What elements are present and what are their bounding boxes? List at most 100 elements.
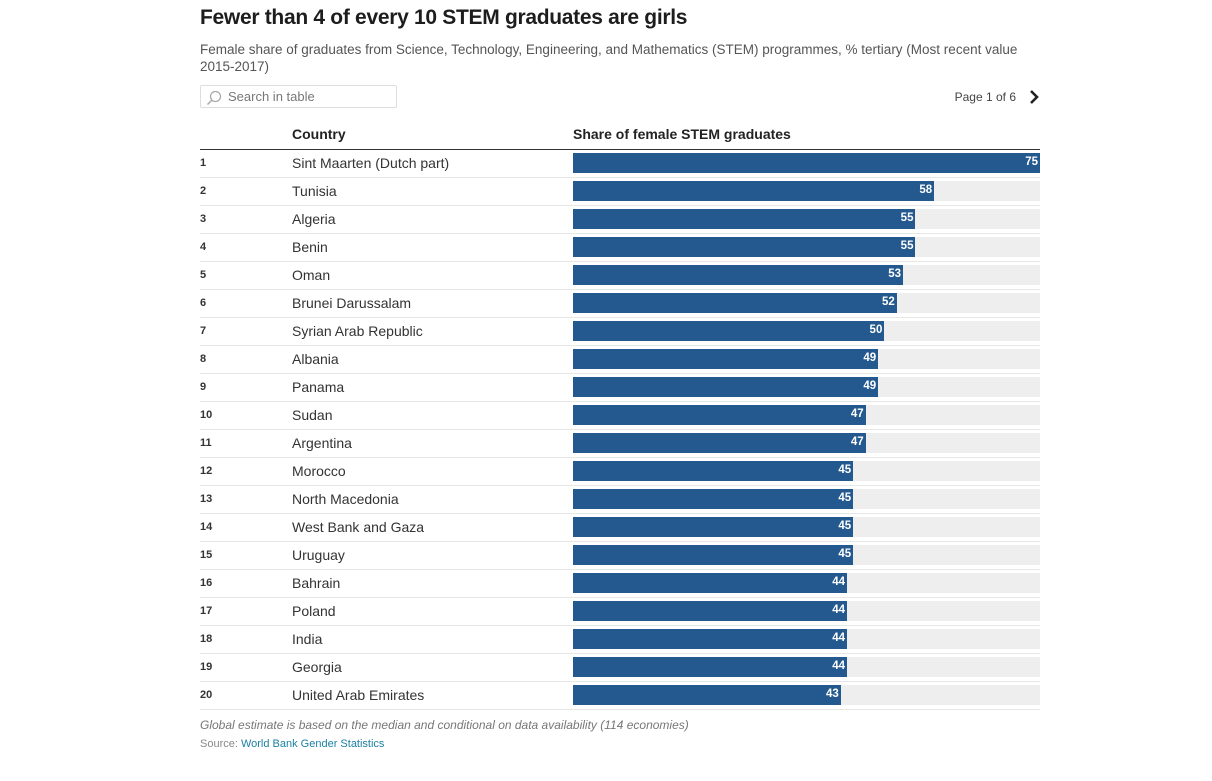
chart-subtitle: Female share of graduates from Science, …: [200, 42, 1018, 74]
bar-track: 55: [573, 209, 1040, 229]
bar-value-label: 44: [832, 632, 845, 644]
bar: [573, 181, 935, 201]
rank-cell: 17: [200, 605, 213, 617]
table-row: 12 Morocco 45: [200, 458, 1040, 486]
table-row: 4 Benin 55: [200, 234, 1040, 262]
bar: [573, 629, 847, 649]
rank-cell: 9: [200, 381, 207, 393]
bar: [573, 685, 841, 705]
table-row: 17 Poland 44: [200, 598, 1040, 626]
bar-value-label: 47: [850, 436, 864, 448]
bar-track: 53: [573, 265, 1040, 285]
table-row: 20 United Arab Emirates 43: [200, 682, 1040, 710]
rank-cell: 1: [200, 157, 207, 169]
bar: [573, 349, 879, 369]
table-row: 19 Georgia 44: [200, 654, 1040, 682]
bar-track: 52: [573, 293, 1040, 313]
bar-track: 45: [573, 545, 1040, 565]
bar-track: 49: [573, 377, 1040, 397]
search-input[interactable]: [226, 88, 395, 105]
table-row: 8 Albania 49: [200, 346, 1040, 374]
country-cell: Bahrain: [292, 575, 341, 591]
bar-value-label: 55: [900, 240, 914, 252]
country-cell: Brunei Darussalam: [292, 295, 412, 311]
bar-track: 47: [573, 433, 1040, 453]
rank-cell: 19: [200, 661, 213, 673]
bar-value-label: 49: [863, 352, 877, 364]
bar-value-label: 53: [888, 268, 902, 280]
table-row: 9 Panama 49: [200, 374, 1040, 402]
bar-value-label: 55: [900, 212, 914, 224]
bar: [573, 433, 866, 453]
source-line: Source: World Bank Gender Statistics: [200, 738, 384, 750]
bar-track: 58: [573, 181, 1040, 201]
footnote: Global estimate is based on the median a…: [200, 718, 689, 732]
bar-value-label: 44: [832, 576, 845, 588]
bar-track: 44: [573, 629, 1040, 649]
rank-cell: 13: [200, 493, 213, 505]
bar-value-label: 45: [838, 548, 852, 560]
rank-cell: 2: [200, 185, 207, 197]
country-cell: Sint Maarten (Dutch part): [292, 155, 450, 171]
bar-track: 49: [573, 349, 1040, 369]
chevron-right-icon[interactable]: [1028, 89, 1040, 105]
rank-cell: 8: [200, 353, 207, 365]
table-row: 13 North Macedonia 45: [200, 486, 1040, 514]
country-cell: Argentina: [292, 435, 352, 451]
bar: [573, 545, 854, 565]
country-cell: Panama: [292, 379, 345, 395]
rank-cell: 3: [200, 213, 207, 225]
chart-title: Fewer than 4 of every 10 STEM graduates …: [200, 6, 688, 29]
bar-track: 45: [573, 489, 1040, 509]
country-cell: Sudan: [292, 407, 333, 423]
column-header-country[interactable]: Country: [292, 126, 346, 142]
bar-track: 45: [573, 461, 1040, 481]
rank-cell: 6: [200, 297, 207, 309]
country-cell: India: [292, 631, 323, 647]
rank-cell: 16: [200, 577, 213, 589]
bar: [573, 293, 897, 313]
country-cell: Poland: [292, 603, 336, 619]
country-cell: Uruguay: [292, 547, 345, 563]
country-cell: United Arab Emirates: [292, 687, 425, 703]
bar-track: 45: [573, 517, 1040, 537]
table-row: 7 Syrian Arab Republic 50: [200, 318, 1040, 346]
bar-track: 55: [573, 237, 1040, 257]
bar: [573, 489, 854, 509]
country-cell: Algeria: [292, 211, 336, 227]
country-cell: West Bank and Gaza: [292, 519, 425, 535]
rank-cell: 18: [200, 633, 213, 645]
table-row: 15 Uruguay 45: [200, 542, 1040, 570]
bar: [573, 517, 854, 537]
bar-value-label: 44: [832, 604, 845, 616]
table-row: 3 Algeria 55: [200, 206, 1040, 234]
bar-value-label: 44: [832, 660, 845, 672]
column-header-share[interactable]: Share of female STEM graduates: [573, 126, 791, 142]
pagination: Page 1 of 6: [955, 89, 1040, 105]
country-cell: Benin: [292, 239, 328, 255]
bar-value-label: 45: [838, 520, 852, 532]
country-cell: Albania: [292, 351, 339, 367]
source-link[interactable]: World Bank Gender Statistics: [240, 738, 385, 750]
table-row: 5 Oman 53: [200, 262, 1040, 290]
bar: [573, 657, 847, 677]
bar-track: 43: [573, 685, 1040, 705]
bar: [573, 377, 879, 397]
bar-value-label: 45: [838, 464, 852, 476]
bar-value-label: 49: [863, 380, 877, 392]
page-indicator: Page 1 of 6: [954, 90, 1016, 104]
table-row: 11 Argentina 47: [200, 430, 1040, 458]
country-cell: Syrian Arab Republic: [292, 323, 423, 339]
bar: [573, 601, 847, 621]
bar: [573, 209, 916, 229]
table-row: 16 Bahrain 44: [200, 570, 1040, 598]
bar-value-label: 52: [882, 296, 895, 308]
rank-cell: 5: [200, 269, 207, 281]
bar-value-label: 75: [1025, 156, 1038, 168]
search-box[interactable]: [200, 85, 397, 108]
table-row: 2 Tunisia 58: [200, 178, 1040, 206]
country-cell: Morocco: [292, 463, 346, 479]
bar-value-label: 43: [825, 688, 839, 700]
rank-cell: 20: [200, 689, 213, 701]
rank-cell: 15: [200, 549, 213, 561]
